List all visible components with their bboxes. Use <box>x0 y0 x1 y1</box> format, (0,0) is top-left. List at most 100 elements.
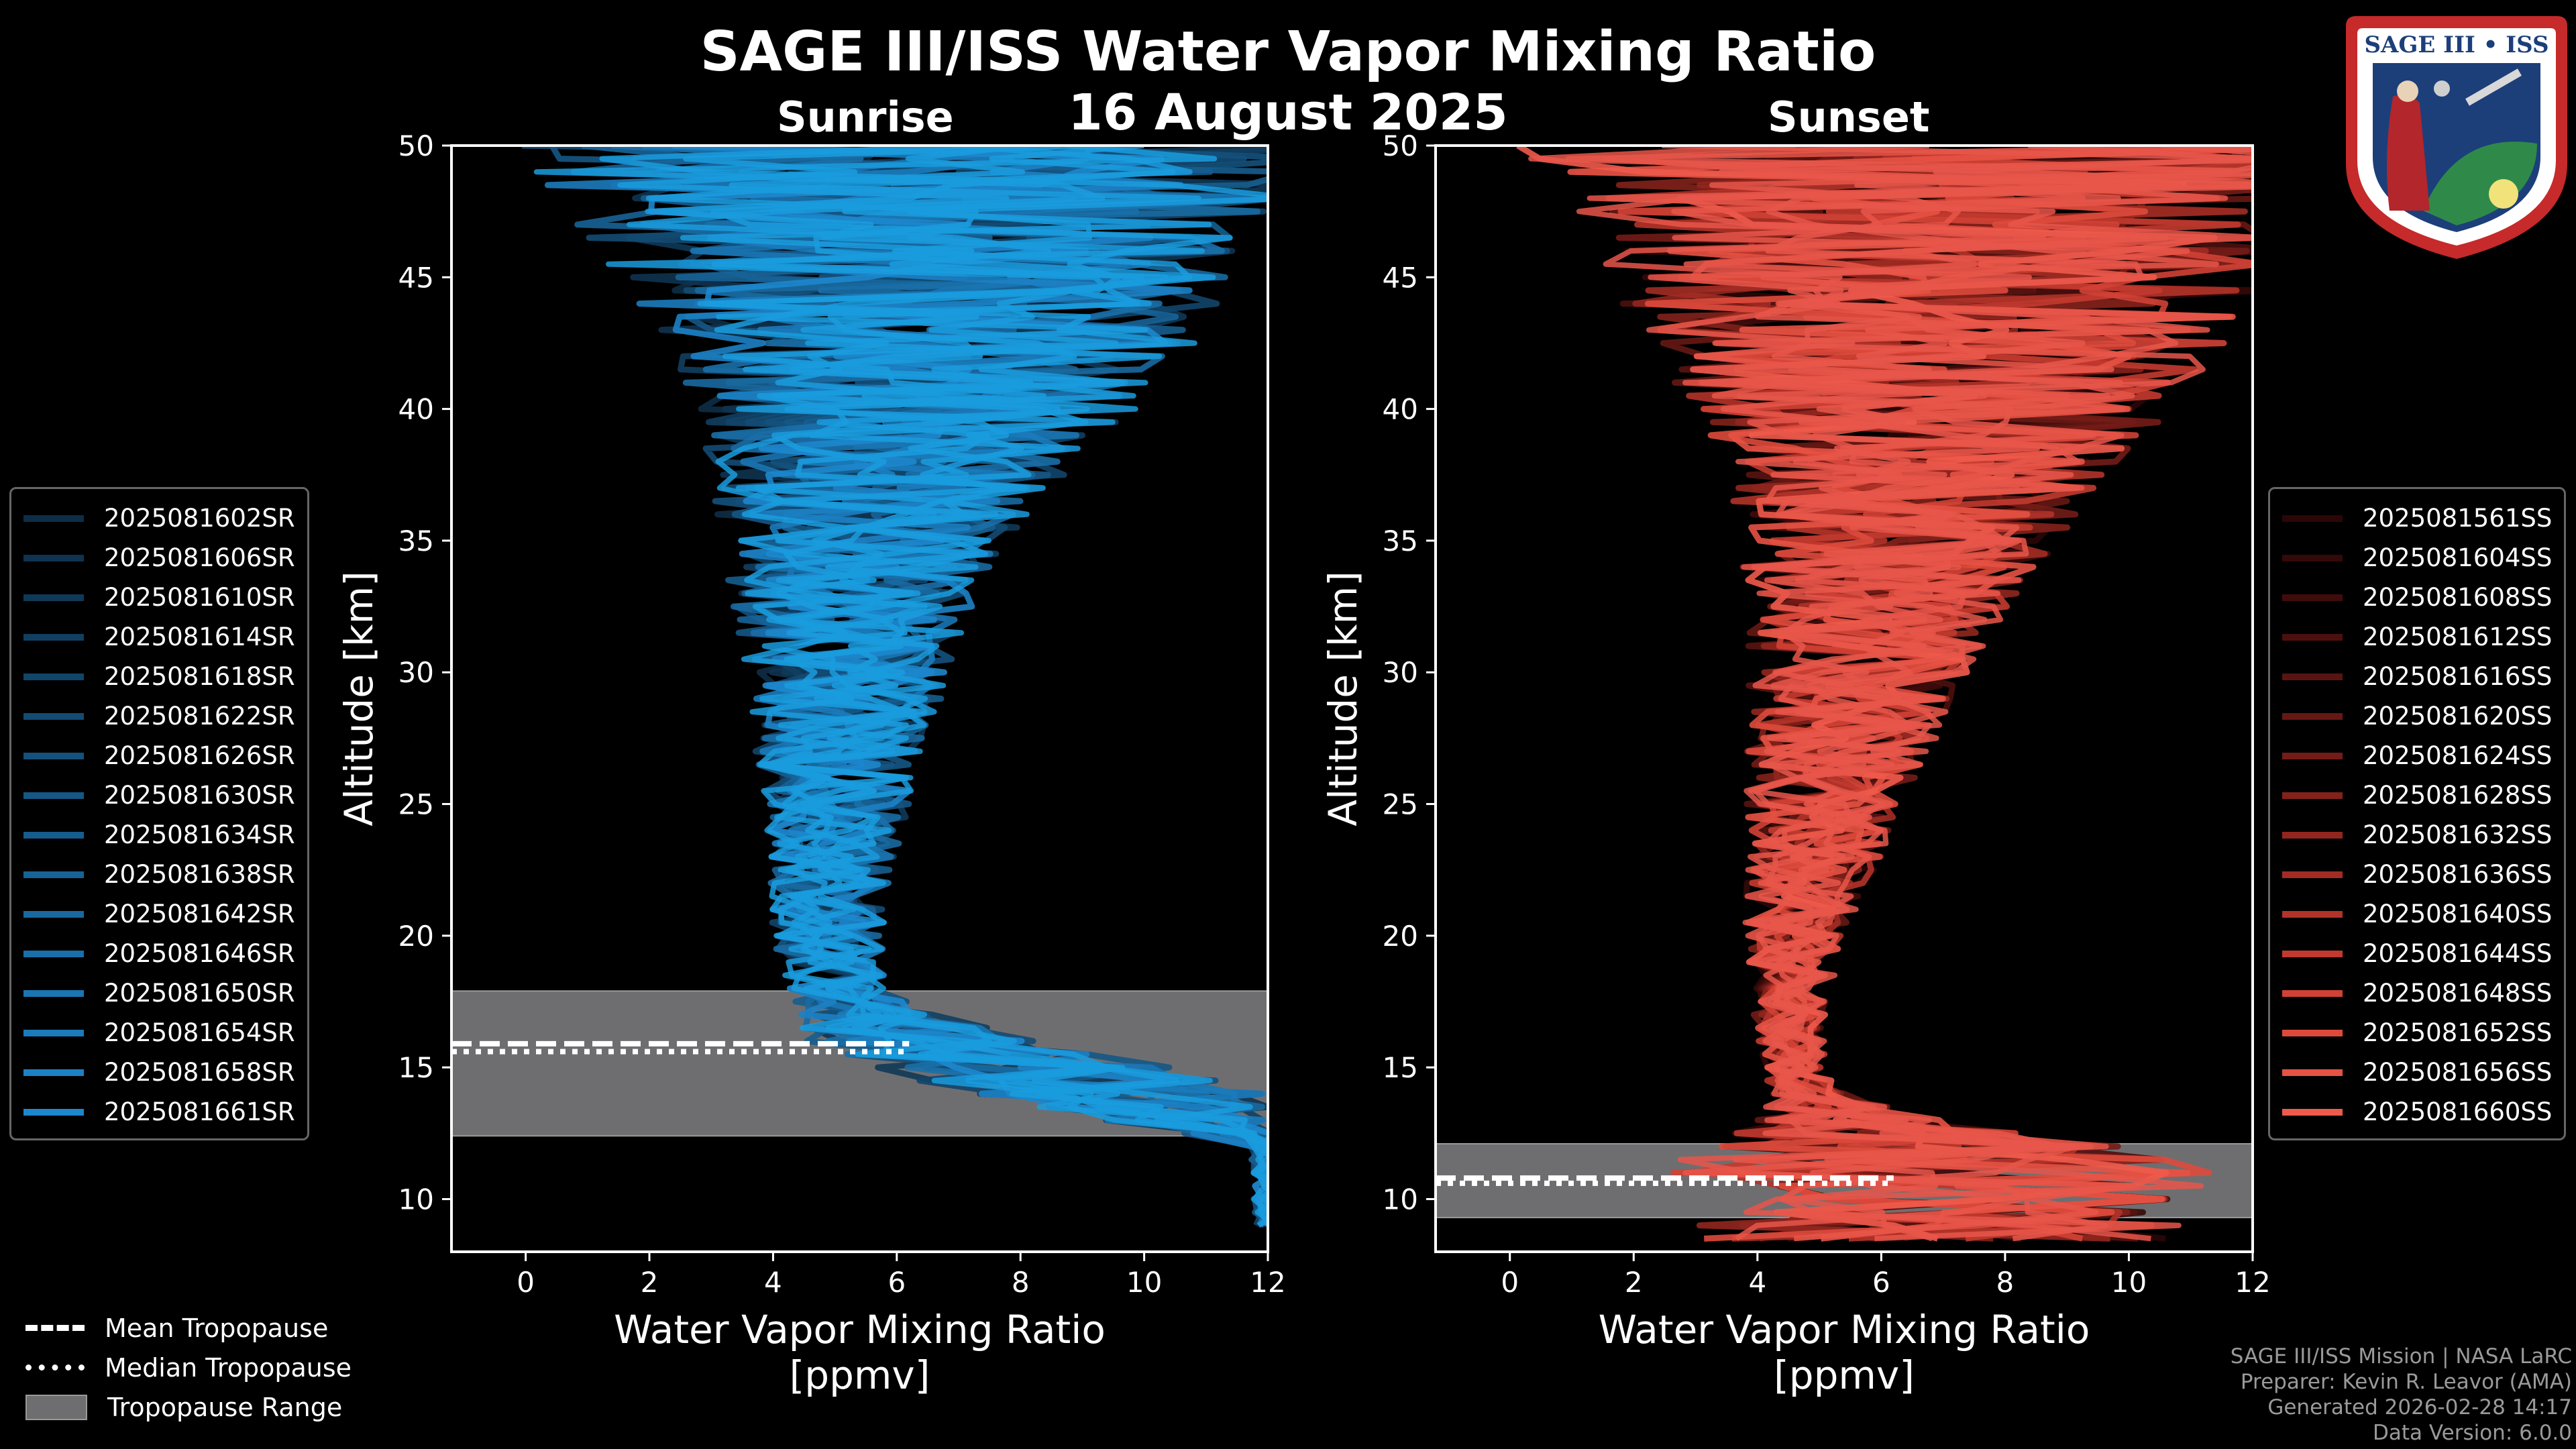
legend-label: 2025081610SR <box>104 583 295 612</box>
legend-item: 2025081646SR <box>23 934 295 973</box>
x-axis-label-units: [ppmv] <box>790 1352 930 1398</box>
legend-swatch <box>23 712 84 720</box>
legend-item: 2025081624SS <box>2282 736 2552 775</box>
sunset-panel-title: Sunset <box>1768 93 1930 142</box>
legend-label: 2025081632SS <box>2363 820 2553 849</box>
legend-label: 2025081626SR <box>104 741 295 770</box>
y-tick-label: 15 <box>398 1051 434 1084</box>
y-tick-label: 30 <box>398 656 434 689</box>
tropopause-legend-label: Median Tropopause <box>105 1352 352 1383</box>
sage-iii-iss-mission-logo: SAGE III • ISS <box>2346 16 2567 259</box>
legend-item: 2025081640SS <box>2282 894 2552 934</box>
legend-label: 2025081661SR <box>104 1097 295 1126</box>
profile-line-overlay <box>1662 146 2253 1242</box>
x-tick-label: 0 <box>1501 1266 1519 1299</box>
x-tick-label: 12 <box>2235 1266 2270 1299</box>
x-tick-label: 2 <box>641 1266 659 1299</box>
legend-label: 2025081654SR <box>104 1018 295 1047</box>
credit-line: Data Version: 6.0.0 <box>2372 1421 2572 1445</box>
y-tick-label: 45 <box>398 261 434 294</box>
legend-swatch <box>2282 989 2343 997</box>
legend-item: 2025081602SR <box>23 498 295 538</box>
legend-label: 2025081561SS <box>2363 504 2553 533</box>
credits: SAGE III/ISS Mission | NASA LaRC Prepare… <box>2231 1344 2572 1446</box>
legend-label: 2025081618SR <box>104 662 295 691</box>
legend-swatch <box>23 673 84 680</box>
y-tick-label: 45 <box>1383 261 1418 294</box>
x-axis-label: Water Vapor Mixing Ratio <box>614 1307 1106 1352</box>
legend-label: 2025081646SR <box>104 939 295 968</box>
credit-line: SAGE III/ISS Mission | NASA LaRC <box>2230 1344 2572 1368</box>
legend-swatch <box>23 594 84 601</box>
legend-item: 2025081660SS <box>2282 1092 2552 1132</box>
legend-label: 2025081650SR <box>104 979 295 1008</box>
legend-swatch <box>2282 712 2343 720</box>
legend-item: 2025081608SS <box>2282 578 2552 617</box>
x-tick-label: 4 <box>764 1266 782 1299</box>
legend-swatch <box>23 554 84 561</box>
legend-label: 2025081640SS <box>2363 900 2553 928</box>
legend-item: 2025081632SS <box>2282 815 2552 855</box>
legend-item: 2025081616SS <box>2282 657 2552 696</box>
y-tick-label: 50 <box>1383 129 1418 162</box>
legend-item: 2025081644SS <box>2282 934 2552 973</box>
legend-swatch <box>2282 752 2343 759</box>
legend-swatch <box>2282 831 2343 839</box>
legend-label: 2025081602SR <box>104 504 295 533</box>
legend-item: 2025081638SR <box>23 855 295 894</box>
legend-swatch <box>2282 871 2343 878</box>
legend-swatch <box>23 1108 84 1116</box>
logo-text: SAGE III • ISS <box>2364 32 2548 58</box>
y-axis-label: Altitude [km] <box>1320 571 1366 826</box>
legend-item: 2025081620SS <box>2282 696 2552 736</box>
x-tick-label: 8 <box>1996 1266 2015 1299</box>
legend-swatch <box>23 792 84 799</box>
legend-item: 2025081650SR <box>23 973 295 1013</box>
legend-swatch <box>2282 792 2343 799</box>
tropopause-legend-swatch <box>25 1364 85 1371</box>
x-tick-label: 6 <box>888 1266 906 1299</box>
legend-label: 2025081622SR <box>104 702 295 731</box>
date-title: 16 August 2025 <box>1068 84 1508 142</box>
y-axis-label: Altitude [km] <box>336 571 382 826</box>
x-tick-label: 0 <box>517 1266 535 1299</box>
legend-label: 2025081606SR <box>104 543 295 572</box>
legend-item: 2025081634SR <box>23 815 295 855</box>
legend-swatch <box>2282 1029 2343 1036</box>
legend-item: 2025081661SR <box>23 1092 295 1132</box>
axes-frame <box>450 144 1269 1253</box>
legend-swatch <box>2282 633 2343 641</box>
profile-line-overlay <box>533 146 1268 1228</box>
y-tick-label: 10 <box>1383 1183 1418 1216</box>
sunrise-legend: 2025081602SR 2025081606SR 2025081610SR 2025… <box>9 487 309 1140</box>
tropopause-legend-label: Mean Tropopause <box>105 1313 329 1343</box>
legend-label: 2025081614SR <box>104 623 295 651</box>
y-tick-label: 15 <box>1383 1051 1418 1084</box>
legend-swatch <box>2282 950 2343 957</box>
tropopause-legend-item: Mean Tropopause <box>25 1308 352 1348</box>
profile-line-overlay <box>1587 146 2253 1242</box>
legend-item: 2025081604SS <box>2282 538 2552 578</box>
legend-item: 2025081606SR <box>23 538 295 578</box>
legend-label: 2025081658SR <box>104 1058 295 1087</box>
legend-label: 2025081660SS <box>2363 1097 2553 1126</box>
legend-swatch <box>23 752 84 759</box>
credit-line: Preparer: Kevin R. Leavor (AMA) <box>2240 1370 2572 1394</box>
legend-label: 2025081612SS <box>2363 623 2553 651</box>
tropopause-legend: Mean Tropopause Median Tropopause Tropopau… <box>25 1308 352 1427</box>
legend-item: 2025081612SS <box>2282 617 2552 657</box>
y-tick-label: 20 <box>1383 920 1418 953</box>
legend-swatch <box>23 1069 84 1076</box>
legend-item: 2025081618SR <box>23 657 295 696</box>
x-tick-label: 10 <box>2111 1266 2147 1299</box>
legend-item: 2025081630SR <box>23 775 295 815</box>
legend-swatch <box>23 831 84 839</box>
x-tick-label: 12 <box>1250 1266 1285 1299</box>
tropopause-legend-swatch <box>25 1394 87 1420</box>
legend-swatch <box>23 989 84 997</box>
legend-item: 2025081656SS <box>2282 1053 2552 1092</box>
legend-label: 2025081636SS <box>2363 860 2553 889</box>
y-tick-label: 40 <box>398 393 434 426</box>
legend-item: 2025081628SS <box>2282 775 2552 815</box>
